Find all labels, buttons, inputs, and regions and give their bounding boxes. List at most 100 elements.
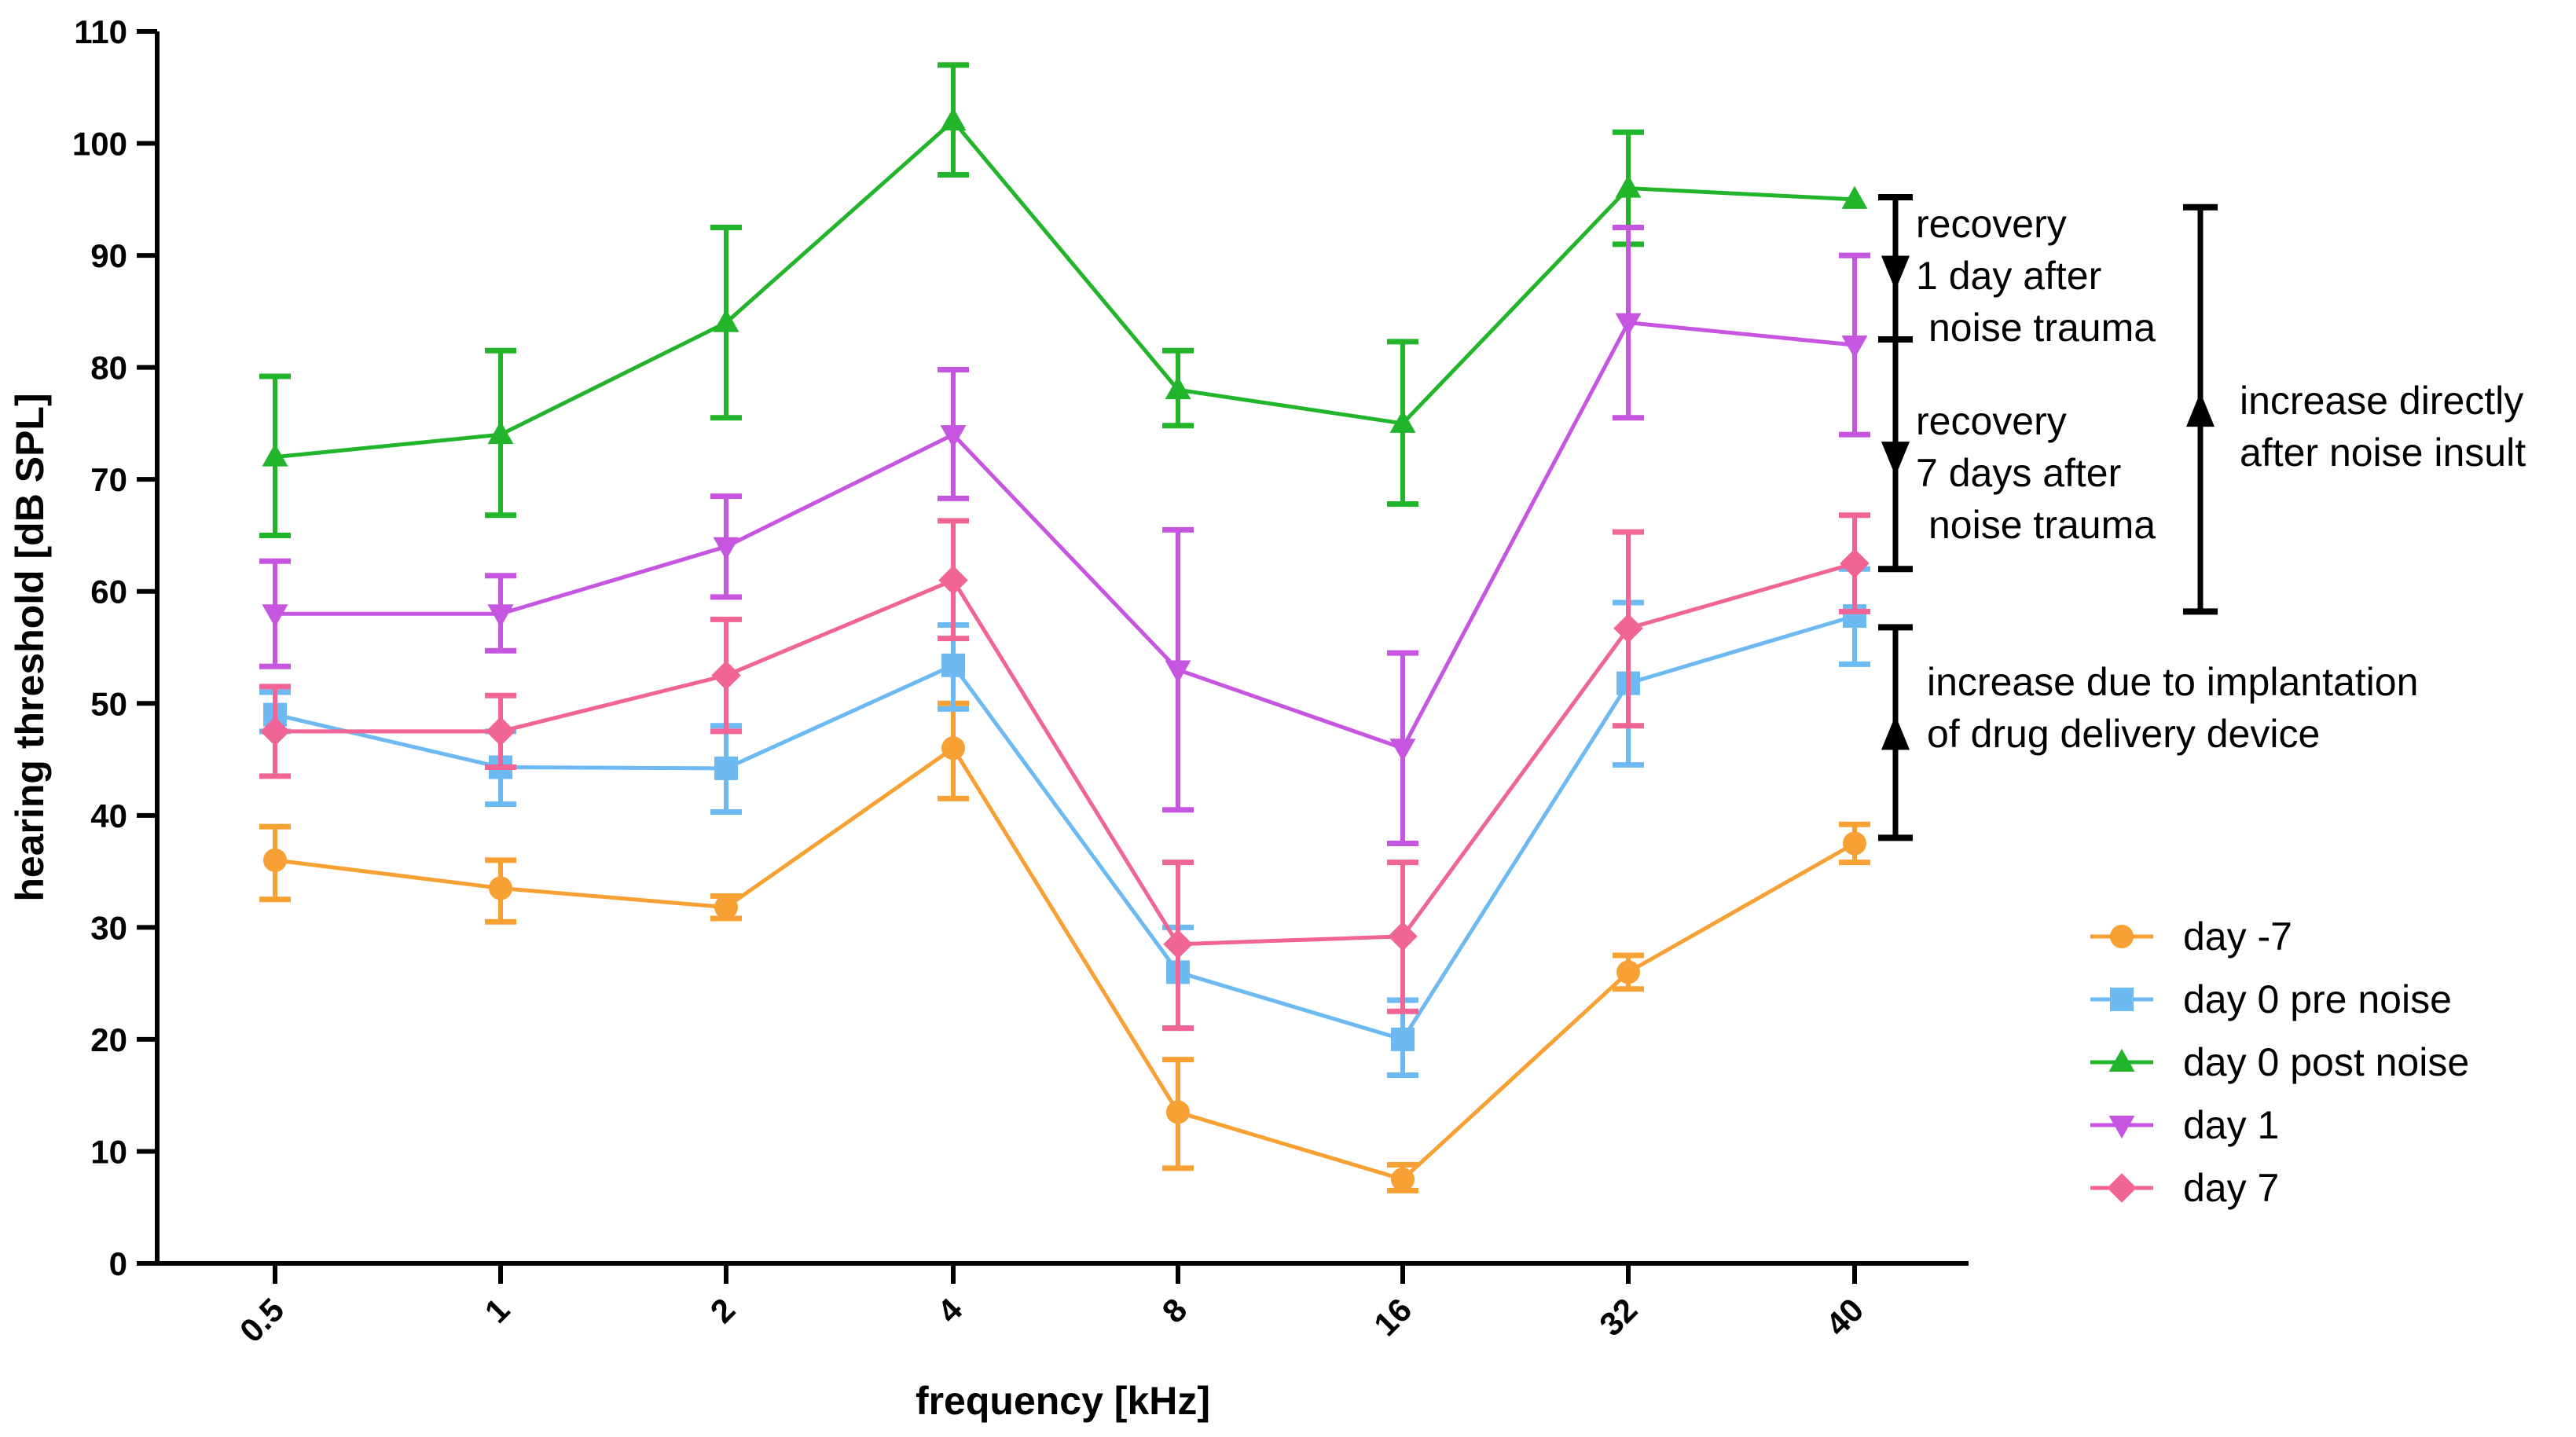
legend-label: day 7: [2183, 1166, 2279, 1210]
series-line: [274, 119, 1855, 460]
annotation-recovery-7-line: noise trauma: [1928, 503, 2156, 547]
data-point: [1391, 1168, 1415, 1192]
data-point: [487, 420, 514, 445]
legend-marker: [2108, 1116, 2135, 1139]
y-tick-label: 50: [90, 685, 127, 722]
data-point: [262, 443, 288, 467]
annotation-increase-implant-line: increase due to implantation: [1927, 660, 2418, 704]
series-4: [259, 512, 1870, 1032]
bracket-recovery-1: [1878, 193, 1913, 343]
data-point: [941, 736, 965, 761]
data-point: [940, 107, 967, 131]
legend-item-0: day -7: [2090, 915, 2292, 959]
annotation-recovery-7-line: recovery: [1916, 399, 2067, 443]
x-tick-label: 4: [930, 1291, 970, 1330]
annotation-increase-implant-line: of drug delivery device: [1927, 712, 2320, 756]
data-point: [1841, 185, 1868, 209]
legend-marker: [2110, 925, 2134, 948]
legend-item-3: day 1: [2090, 1103, 2279, 1147]
x-axis-title: frequency [kHz]: [916, 1379, 1210, 1423]
data-point: [940, 425, 967, 449]
annotation-recovery-1-line: recovery: [1916, 202, 2067, 246]
y-tick-label: 80: [90, 350, 127, 387]
data-point: [1165, 376, 1191, 400]
x-tick-label: 16: [1367, 1291, 1418, 1343]
x-tick-label: 1: [478, 1291, 517, 1330]
legend-item-4: day 7: [2090, 1166, 2279, 1210]
axes: 0 10 20 30 40 50 60 70 80 90 100 110 0.5 1 2 4 8 16 32 40 fr…: [8, 13, 1969, 1423]
legend-marker: [2107, 1173, 2137, 1203]
y-axis-title: hearing threshold [dB SPL]: [8, 393, 52, 901]
annotation-recovery-7: recovery 7 days after noise trauma: [1916, 399, 2156, 547]
bracket-increase-implant: [1878, 624, 1913, 841]
series-layer: [259, 62, 1870, 1193]
legend: day -7 day 0 pre noise day 0 post noise day…: [2090, 915, 2469, 1210]
data-point: [487, 604, 514, 628]
annotation-layer: recovery 1 day after noise trauma recovery 7…: [1878, 193, 2526, 841]
series-line: [275, 561, 1855, 947]
legend-label: day 0 post noise: [2183, 1040, 2469, 1084]
x-tick-label: 0.5: [233, 1291, 292, 1350]
y-tick-label: 90: [90, 237, 127, 274]
series-2: [259, 62, 1868, 538]
data-point: [262, 604, 288, 628]
bracket-recovery-7: [1878, 336, 1913, 573]
annotation-increase-implant: increase due to implantation of drug deli…: [1927, 660, 2418, 756]
annotation-recovery-7-line: 7 days after: [1916, 451, 2121, 495]
x-tick-label: 8: [1155, 1291, 1194, 1330]
data-point: [714, 895, 738, 919]
data-point: [1843, 831, 1866, 856]
bracket-increase-noise: [2183, 203, 2218, 615]
data-point: [1840, 548, 1870, 578]
data-point: [941, 653, 965, 677]
annotation-recovery-1-line: noise trauma: [1928, 306, 2156, 350]
legend-label: day -7: [2183, 915, 2292, 959]
series-line: [274, 746, 1856, 1182]
data-point: [713, 309, 739, 332]
arrow-down-icon: [1881, 255, 1910, 291]
data-point: [1166, 1100, 1190, 1124]
annotation-increase-noise-line: after noise insult: [2240, 431, 2526, 475]
legend-label: day 0 pre noise: [2183, 977, 2452, 1021]
annotation-increase-noise: increase directly after noise insult: [2240, 379, 2526, 475]
y-tick-label: 10: [90, 1133, 127, 1170]
y-tick-label: 30: [90, 909, 127, 946]
series-1: [259, 566, 1870, 1079]
series-3: [259, 224, 1870, 846]
data-point: [1391, 1027, 1415, 1051]
data-point: [486, 717, 516, 746]
data-point: [260, 717, 290, 746]
annotation-recovery-1-line: 1 day after: [1916, 254, 2101, 298]
y-tick-label: 40: [90, 797, 127, 834]
series-line: [274, 614, 1855, 1042]
data-point: [1841, 335, 1868, 359]
data-point: [263, 848, 287, 872]
data-point: [1615, 174, 1642, 198]
x-tick-label: 2: [703, 1291, 743, 1330]
data-point: [1388, 922, 1418, 951]
data-point: [1165, 660, 1191, 684]
data-point: [1616, 960, 1640, 984]
legend-label: day 1: [2183, 1103, 2279, 1147]
data-point: [714, 756, 738, 780]
arrow-down-icon: [1881, 442, 1910, 477]
arrow-up-icon: [2186, 392, 2215, 427]
data-point: [1613, 614, 1643, 643]
y-tick-label: 110: [74, 13, 127, 50]
data-point: [1389, 409, 1416, 433]
y-tick-label: 20: [90, 1021, 127, 1058]
data-point: [711, 660, 741, 691]
legend-item-1: day 0 pre noise: [2090, 977, 2452, 1021]
annotation-recovery-1: recovery 1 day after noise trauma: [1916, 202, 2156, 350]
data-point: [938, 565, 968, 596]
data-point: [489, 876, 512, 900]
legend-marker: [2108, 1048, 2135, 1072]
y-tick-label: 0: [109, 1245, 127, 1282]
arrow-up-icon: [1881, 715, 1910, 750]
y-tick-label: 100: [72, 126, 127, 163]
legend-item-2: day 0 post noise: [2090, 1040, 2469, 1084]
series-line: [275, 321, 1855, 750]
data-point: [1615, 313, 1642, 336]
y-tick-label: 70: [90, 461, 127, 498]
data-point: [1163, 929, 1193, 959]
